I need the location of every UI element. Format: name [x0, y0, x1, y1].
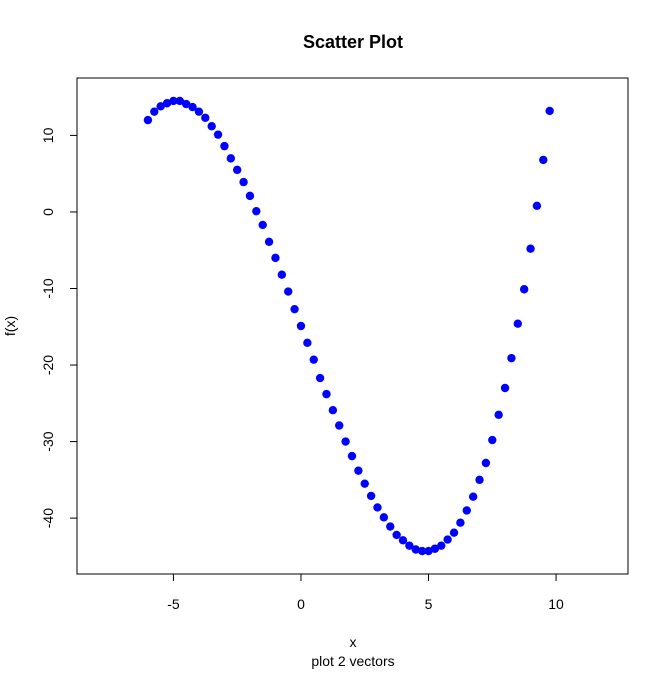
point [258, 220, 267, 230]
point [468, 492, 478, 501]
x-axis-label: x [350, 634, 357, 650]
point [424, 546, 433, 556]
point [417, 546, 427, 556]
point [373, 503, 382, 512]
point [354, 466, 363, 475]
point [430, 544, 440, 553]
plot-frame [76, 77, 629, 575]
point [539, 155, 548, 165]
point [156, 102, 165, 111]
point [532, 201, 542, 211]
point [475, 475, 484, 485]
point [462, 506, 471, 515]
point [392, 530, 401, 540]
point [341, 437, 350, 446]
x-tick-label: 10 [548, 596, 564, 612]
point [366, 491, 376, 501]
subtitle: plot 2 vectors [311, 653, 394, 669]
point [252, 206, 261, 216]
y-tick-label: 0 [40, 208, 56, 216]
y-tick-label: 10 [40, 127, 56, 143]
y-tick-label: -40 [40, 508, 56, 528]
point [169, 96, 178, 106]
point [181, 99, 191, 109]
point [188, 102, 197, 112]
point [150, 107, 159, 116]
point [500, 383, 510, 393]
point [194, 107, 204, 116]
point [296, 321, 306, 331]
point [201, 113, 210, 123]
point [411, 545, 420, 554]
point [284, 287, 293, 296]
y-tick-label: -10 [40, 278, 56, 298]
point [513, 319, 522, 328]
x-tick-label: -5 [167, 596, 180, 612]
point [545, 106, 554, 116]
point [303, 338, 312, 348]
point [264, 237, 274, 247]
point [526, 244, 535, 253]
point [398, 536, 408, 545]
x-tick-label: 5 [425, 596, 433, 612]
x-tick-label: 0 [297, 596, 305, 612]
point [481, 458, 491, 468]
point [175, 96, 185, 106]
point [386, 522, 395, 531]
y-tick-label: -30 [40, 431, 56, 451]
point [245, 191, 255, 201]
point [488, 435, 497, 445]
point [405, 541, 414, 550]
point [507, 353, 516, 363]
point [494, 410, 503, 419]
point [309, 355, 318, 364]
point [315, 373, 325, 383]
point [519, 285, 529, 294]
point [360, 479, 369, 488]
point [379, 513, 389, 522]
point [437, 541, 446, 550]
point [220, 141, 229, 151]
point [443, 535, 452, 544]
point [322, 389, 331, 399]
point [232, 165, 242, 175]
point [277, 270, 287, 279]
point [213, 130, 223, 139]
point [207, 122, 216, 131]
point [226, 154, 236, 163]
point [449, 528, 459, 537]
y-axis-label: f(x) [2, 316, 18, 336]
y-tick-label: -20 [40, 355, 56, 375]
point [239, 177, 248, 187]
point [143, 115, 153, 125]
point [162, 99, 172, 108]
point [290, 304, 299, 314]
point [271, 253, 280, 263]
point [328, 405, 338, 415]
point [335, 421, 344, 430]
point [347, 451, 357, 461]
point [456, 518, 465, 527]
chart-title: Scatter Plot [303, 32, 403, 52]
